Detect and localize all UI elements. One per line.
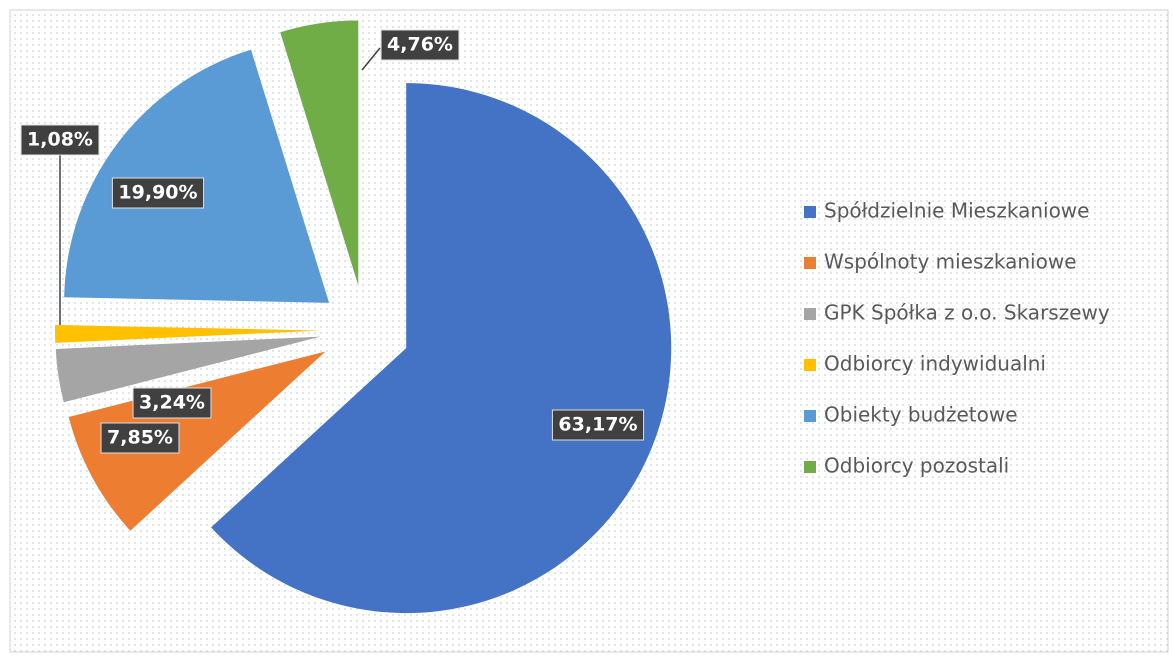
slice — [55, 336, 321, 403]
legend-label: Odbiorcy indywidualni — [824, 352, 1046, 376]
legend-swatch — [804, 257, 816, 269]
legend-swatch — [804, 461, 816, 473]
legend-label: Obiekty budżetowe — [824, 403, 1018, 427]
data-label-box — [20, 124, 100, 156]
slice — [64, 49, 330, 303]
legend-label: Spółdzielnie Mieszkaniowe — [824, 199, 1089, 223]
data-label-box — [111, 177, 205, 209]
legend-swatch — [804, 410, 816, 422]
legend-swatch — [804, 308, 816, 320]
slices — [55, 20, 672, 614]
legend-label: GPK Spółka z o.o. Skarszewy — [824, 301, 1110, 325]
slice — [211, 83, 672, 614]
legend-label: Odbiorcy pozostali — [824, 454, 1009, 478]
data-label: 1,08% — [27, 129, 93, 151]
data-label: 3,24% — [139, 392, 205, 414]
slice — [280, 20, 359, 286]
leader-line — [361, 47, 381, 71]
legend-swatch — [804, 359, 816, 371]
data-label-box — [100, 422, 180, 454]
legend: Spółdzielnie Mieszkaniowe Wspólnoty miesz… — [804, 199, 1110, 478]
slice — [55, 324, 321, 343]
data-label: 7,85% — [107, 427, 173, 449]
data-label-box — [551, 409, 645, 441]
data-label-box — [380, 29, 460, 61]
data-label-box — [132, 387, 212, 419]
labels: 63,17% 7,85% 3,24% 1,08% 19,90% 4,76% — [20, 29, 645, 454]
data-label: 19,90% — [118, 182, 197, 204]
data-label: 63,17% — [558, 414, 637, 436]
legend-label: Wspólnoty mieszkaniowe — [824, 250, 1077, 274]
data-label: 4,76% — [387, 34, 453, 56]
slice — [68, 351, 326, 531]
legend-swatch — [804, 206, 816, 218]
